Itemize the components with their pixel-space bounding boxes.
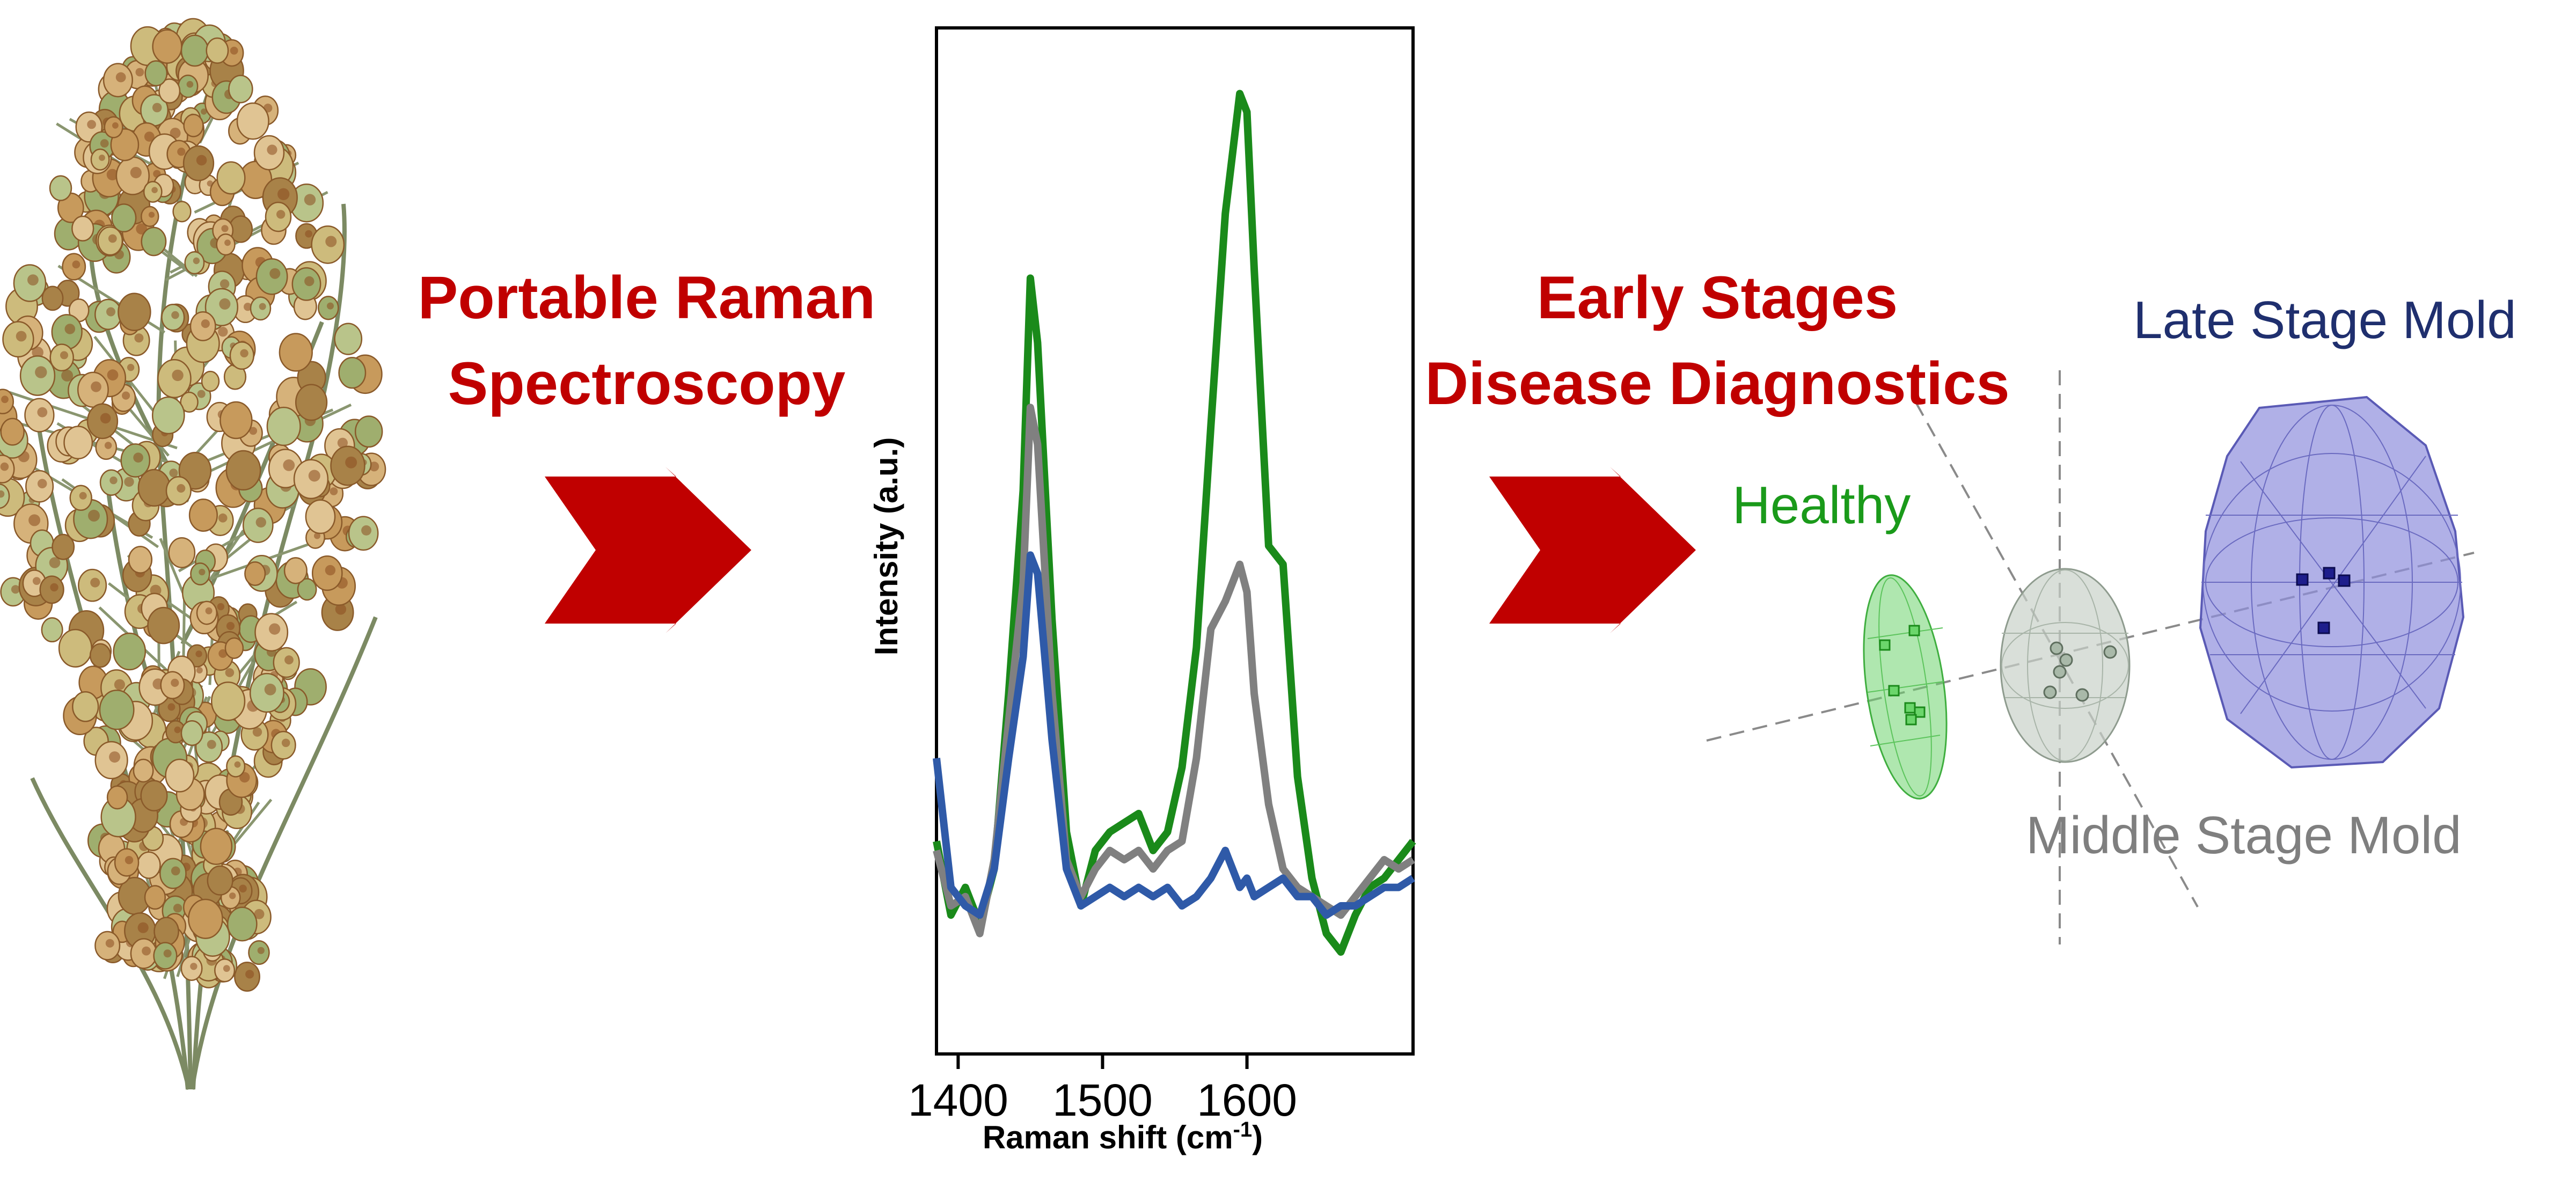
raman-spectrum-chart: 1400 1500 1600 Intensity (a.u.) Raman shif… [868,26,1416,1155]
pca-cluster-plot [1706,370,2475,944]
spectrum-line-1 [933,90,1416,956]
outcome-title-line-1: Early Stages [1536,264,1898,331]
right-arrow-icon [1489,467,1696,633]
data-point [2103,645,2117,659]
data-point [2075,688,2089,702]
pca-axis-1 [1706,552,2475,742]
x-axis-ticks: 1400 1500 1600 [908,1054,1297,1125]
data-point [1908,625,1920,636]
x-tick-label: 1400 [908,1075,1008,1125]
outcome-title-line-2: Disease Diagnostics [1425,350,2010,417]
spectrum-line-2 [933,404,1415,938]
late-stage-ellipsoid [2199,396,2465,769]
x-tick-label: 1600 [1197,1075,1297,1125]
middle-stage-mold-label: Middle Stage Mold [2026,805,2462,865]
spectra-lines [933,90,1416,956]
right-arrow-icon [545,467,751,633]
x-tick-label: 1500 [1052,1075,1153,1125]
data-point [1914,706,1926,718]
data-point [2050,641,2063,655]
data-point [2296,573,2309,586]
data-point [1904,702,1916,714]
healthy-label: Healthy [1732,475,1911,534]
method-title: Portable Raman Spectroscopy [394,255,899,427]
method-title-line-1: Portable Raman [418,264,876,331]
data-point [2059,653,2073,667]
middle-stage-ellipsoid [2000,568,2131,763]
data-point [2043,685,2057,699]
late-stage-mold-label: Late Stage Mold [2133,290,2516,349]
healthy-ellipsoid [1863,574,1948,800]
x-axis-label: Raman shift (cm-1) [983,1118,1263,1155]
data-point [1888,685,1900,697]
x-axis-label-superscript: -1 [1233,1118,1253,1141]
data-point [2338,574,2351,587]
data-point [2053,665,2067,679]
data-point [2317,621,2330,634]
data-point [1905,714,1917,726]
y-axis-label: Intensity (a.u.) [868,437,904,656]
data-point [1879,639,1891,651]
spectrum-line-3 [933,551,1415,919]
outcome-title: Early Stages Disease Diagnostics [1406,255,2029,427]
sorghum-plant-image [0,18,386,1090]
method-title-line-2: Spectroscopy [448,350,846,417]
data-point [2323,567,2336,580]
